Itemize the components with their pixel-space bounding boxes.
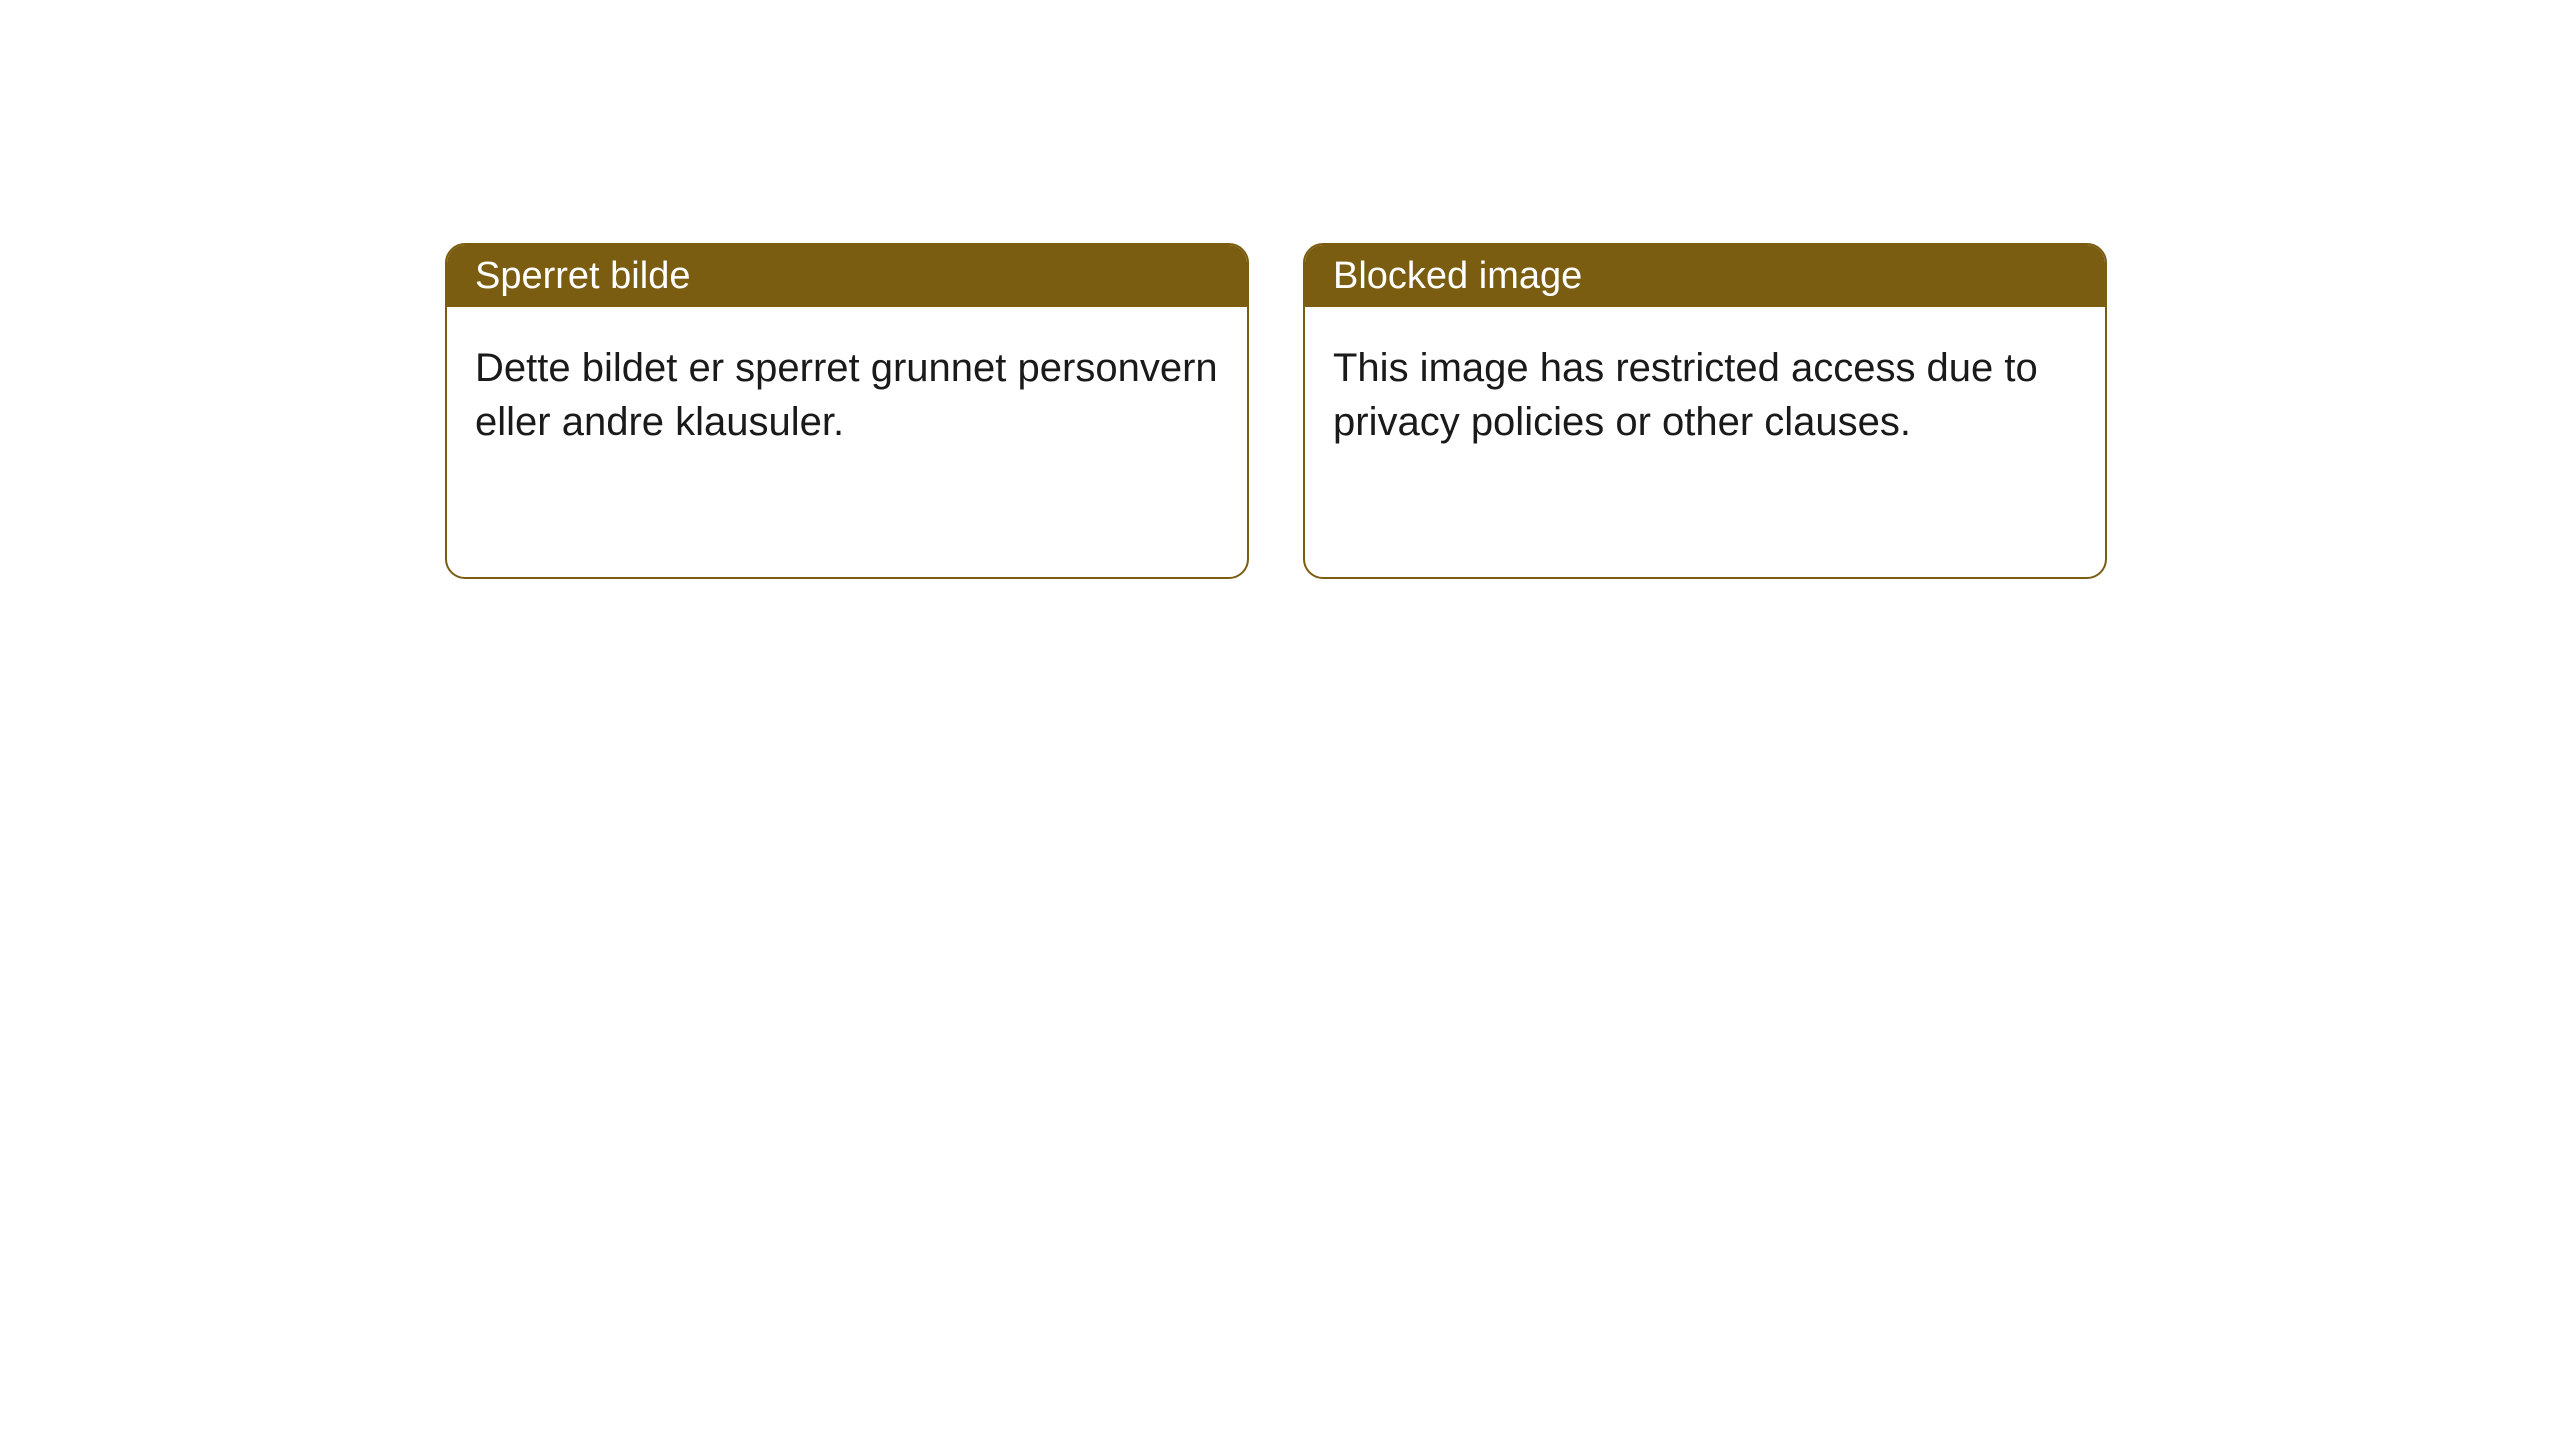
card-title: Sperret bilde — [475, 255, 690, 298]
notice-card-norwegian: Sperret bilde Dette bildet er sperret gr… — [445, 243, 1249, 579]
card-body: Dette bildet er sperret grunnet personve… — [447, 307, 1247, 483]
card-body-text: This image has restricted access due to … — [1333, 346, 2038, 444]
card-header: Blocked image — [1305, 245, 2105, 307]
card-body-text: Dette bildet er sperret grunnet personve… — [475, 346, 1218, 444]
notice-container: Sperret bilde Dette bildet er sperret gr… — [0, 0, 2560, 579]
card-title: Blocked image — [1333, 255, 1582, 298]
card-body: This image has restricted access due to … — [1305, 307, 2105, 483]
notice-card-english: Blocked image This image has restricted … — [1303, 243, 2107, 579]
card-header: Sperret bilde — [447, 245, 1247, 307]
